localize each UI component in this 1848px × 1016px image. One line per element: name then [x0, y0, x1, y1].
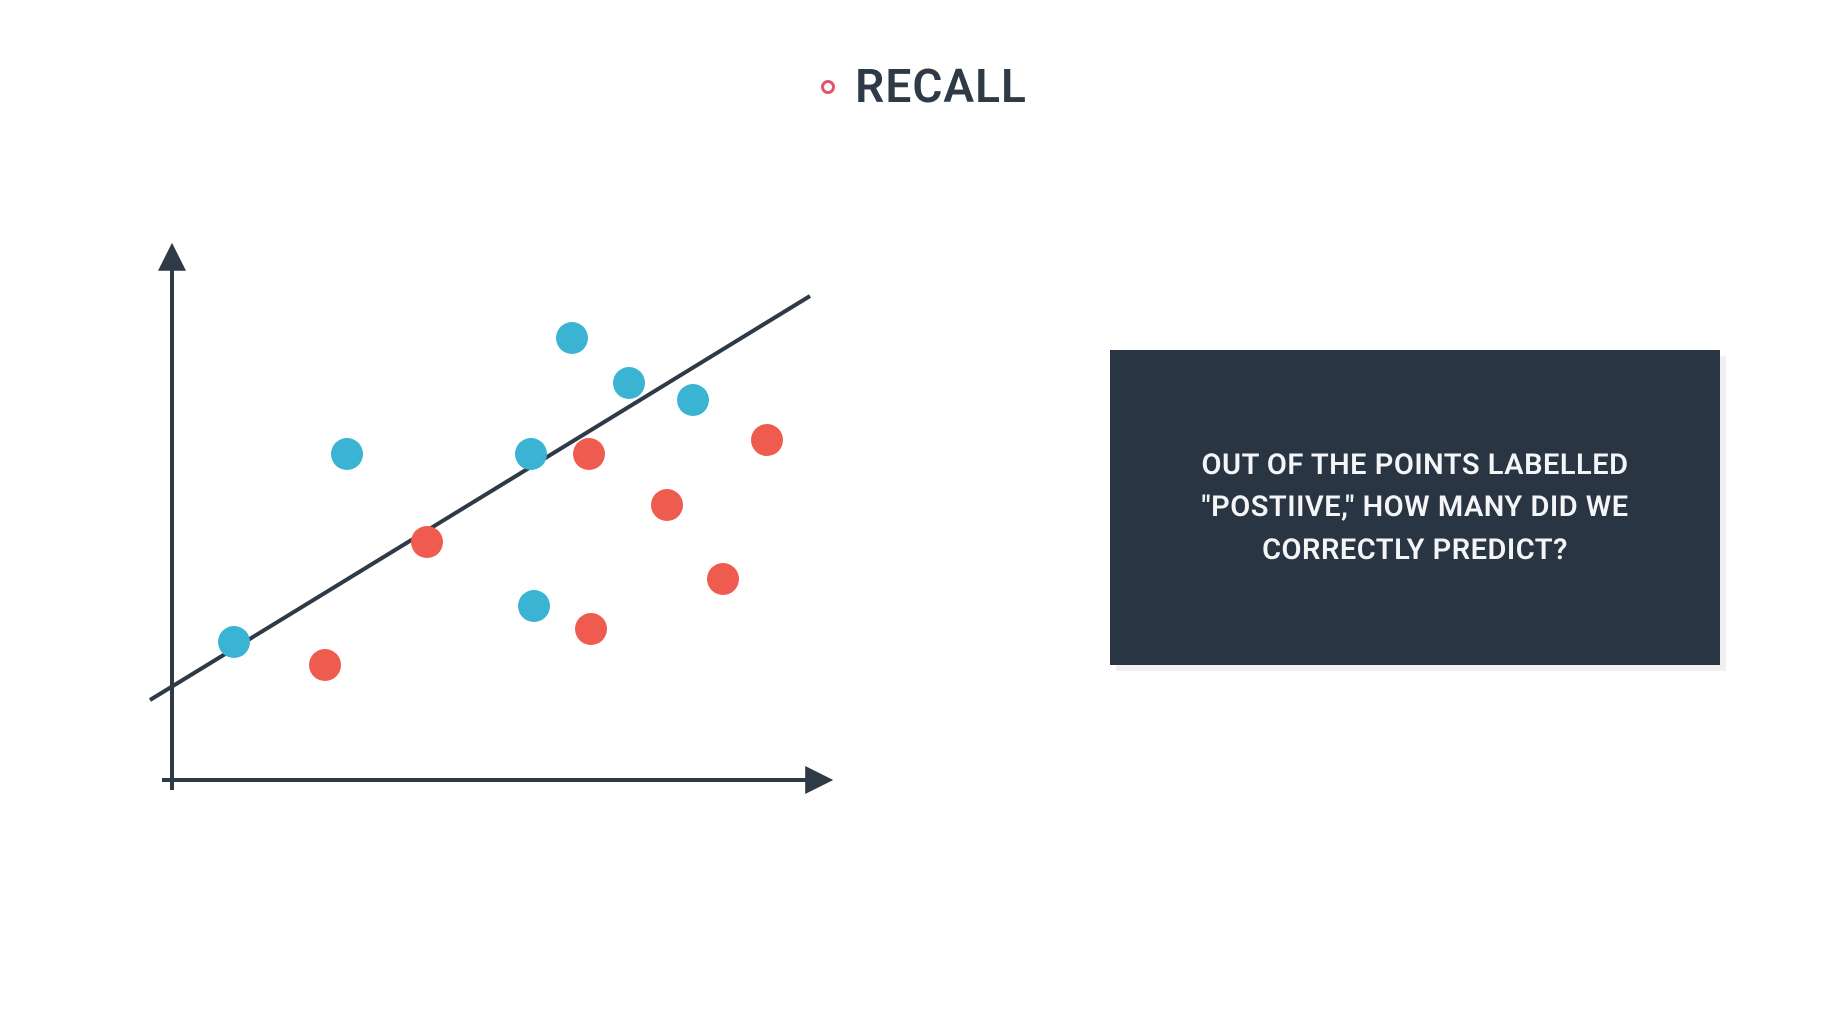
scatter-chart: [140, 228, 840, 818]
data-point: [411, 526, 443, 558]
data-point: [218, 626, 250, 658]
data-point: [573, 438, 605, 470]
info-box-text: OUT OF THE POINTS LABELLED "POSTIIVE," H…: [1150, 444, 1680, 570]
slide: RECALL OUT OF THE POINTS LABELLED "POSTI…: [0, 0, 1848, 1016]
data-point: [518, 590, 550, 622]
data-point: [613, 367, 645, 399]
title-text: RECALL: [855, 60, 1027, 114]
scatter-chart-svg: [140, 228, 840, 818]
data-point: [651, 489, 683, 521]
data-point: [556, 322, 588, 354]
data-point: [677, 384, 709, 416]
data-point: [331, 438, 363, 470]
data-point: [575, 613, 607, 645]
data-point: [707, 563, 739, 595]
data-point: [309, 649, 341, 681]
slide-title: RECALL: [0, 60, 1848, 114]
data-point: [751, 424, 783, 456]
info-box: OUT OF THE POINTS LABELLED "POSTIIVE," H…: [1110, 350, 1720, 665]
data-point: [515, 438, 547, 470]
title-bullet-icon: [821, 80, 835, 94]
